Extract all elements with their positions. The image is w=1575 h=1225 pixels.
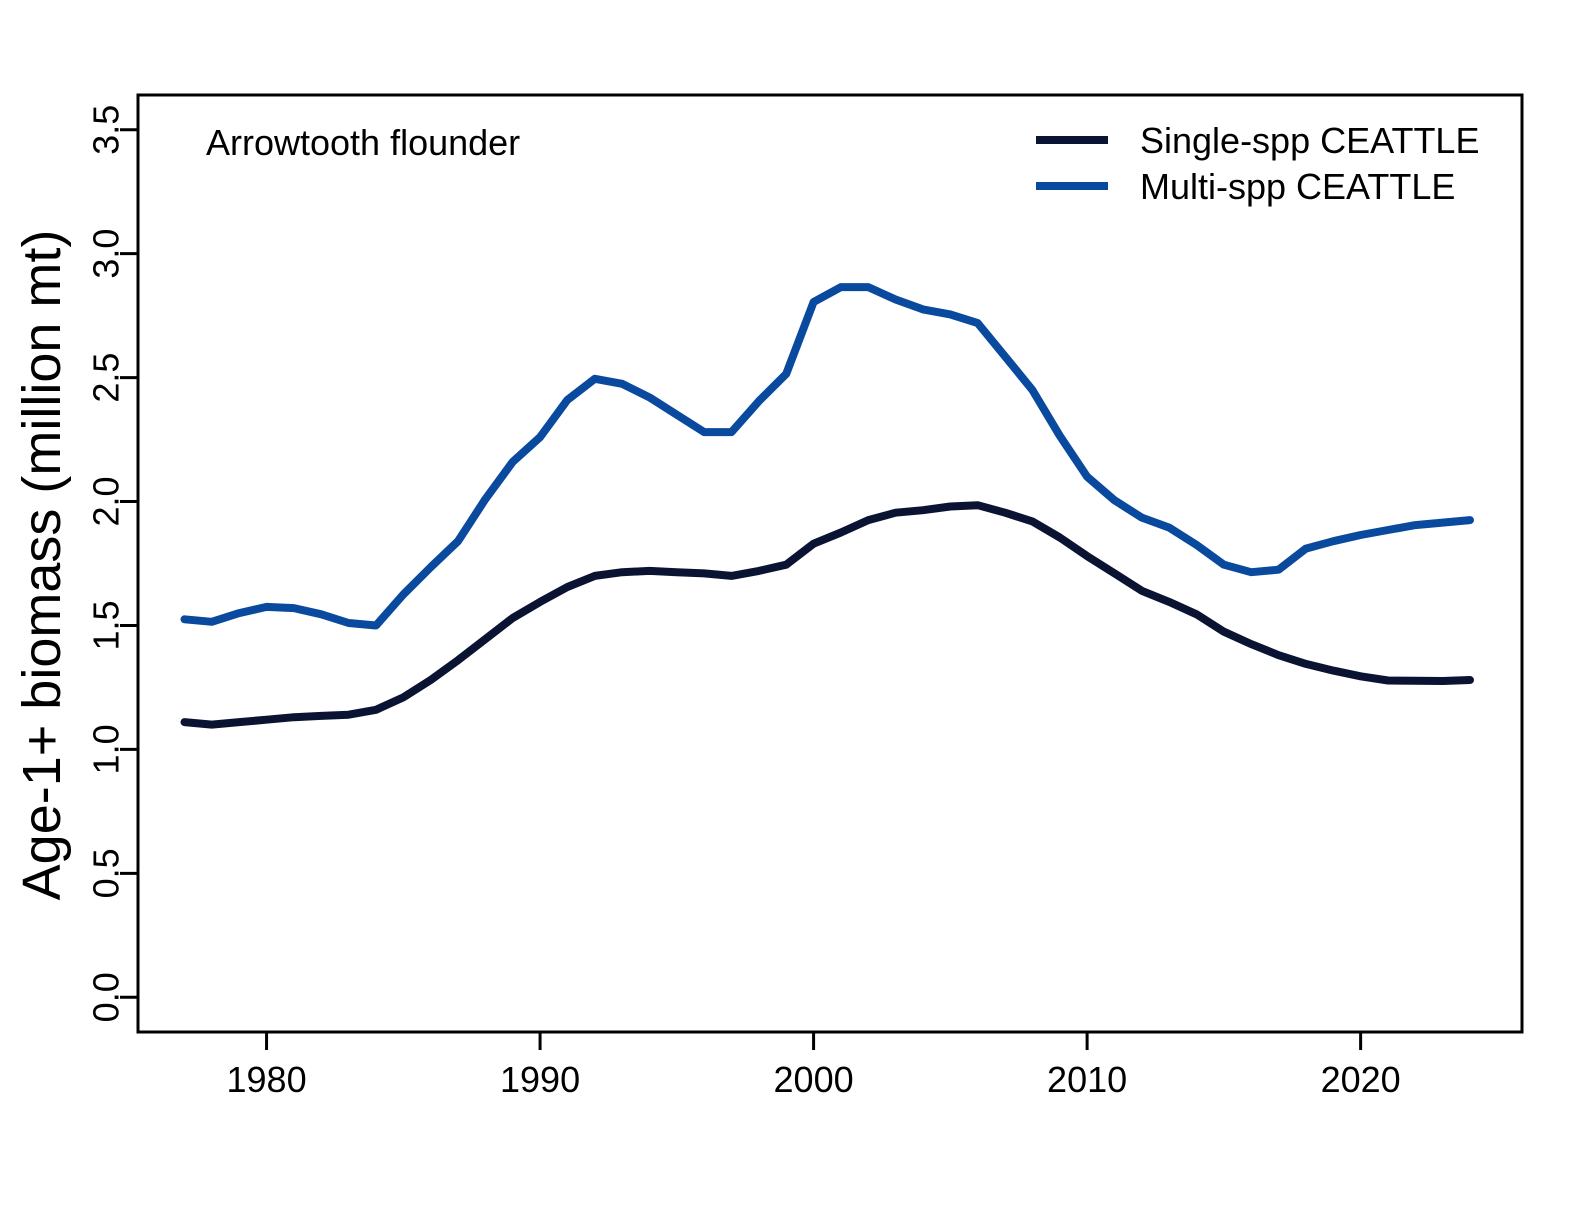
legend: Single-spp CEATTLE Multi-spp CEATTLE	[1036, 120, 1479, 207]
x-tick-label: 2010	[1047, 1059, 1127, 1100]
x-axis: 1980 1990 2000 2010 2020	[227, 1032, 1401, 1100]
x-tick-label: 1980	[227, 1059, 307, 1100]
y-tick-label: 2.5	[86, 353, 127, 403]
y-axis-title: Age-1+ biomass (million mt)	[12, 230, 72, 901]
series-layer	[180, 283, 1474, 729]
chart-annotation: Arrowtooth flounder	[206, 122, 520, 163]
y-tick-label: 1.5	[86, 600, 127, 650]
x-tick-label: 1990	[500, 1059, 580, 1100]
x-tick-label: 2000	[774, 1059, 854, 1100]
legend-label-single-spp: Single-spp CEATTLE	[1140, 120, 1479, 161]
y-tick-label: 0.5	[86, 848, 127, 898]
y-tick-label: 0.0	[86, 972, 127, 1022]
plot-frame	[136, 93, 1524, 1034]
y-tick-label: 2.0	[86, 477, 127, 527]
y-axis: 0.0 0.5 1.0 1.5 2.0 2.5 3.0 3.5	[86, 105, 140, 1022]
legend-label-multi-spp: Multi-spp CEATTLE	[1140, 166, 1455, 207]
y-tick-label: 3.0	[86, 229, 127, 279]
y-tick-label: 3.5	[86, 105, 127, 155]
series-line-single-spp-ceattle	[180, 501, 1474, 729]
y-tick-label: 1.0	[86, 724, 127, 774]
x-tick-label: 2020	[1321, 1059, 1401, 1100]
series-line-multi-spp-ceattle	[180, 283, 1474, 630]
